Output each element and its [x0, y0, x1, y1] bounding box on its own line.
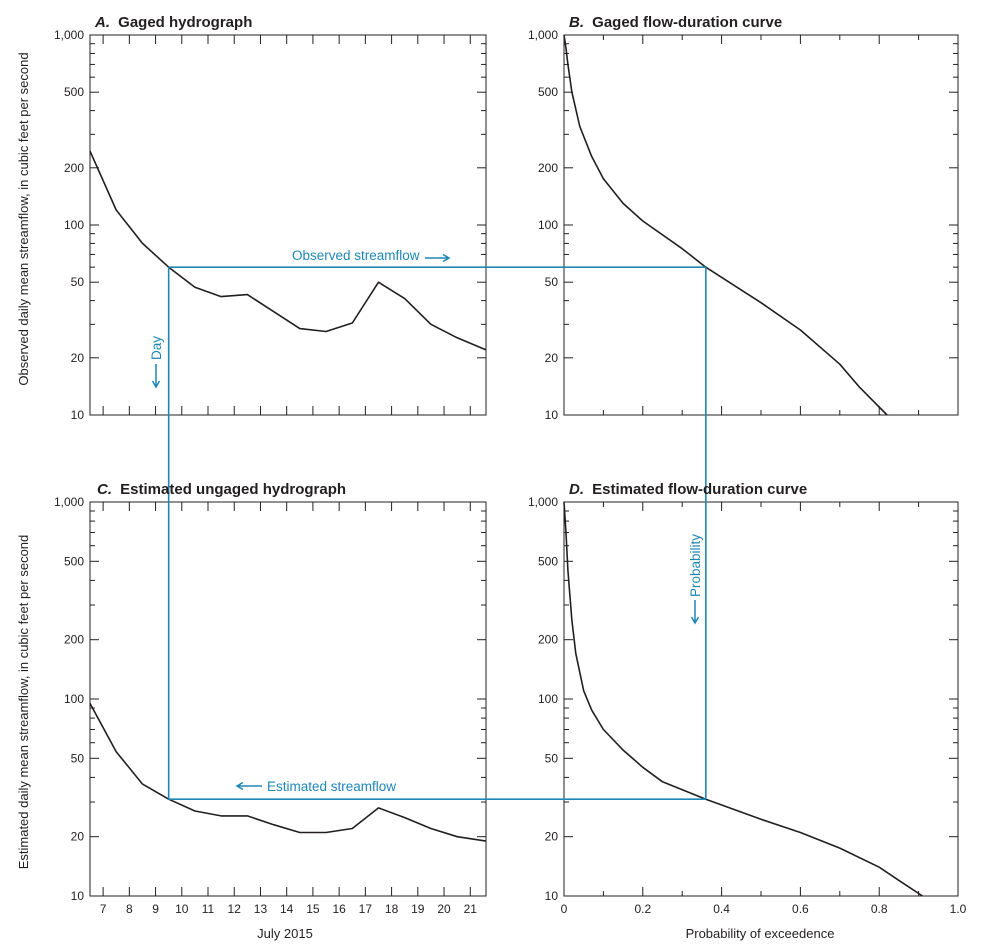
day-label: Day	[149, 336, 164, 360]
guide-lines	[167, 266, 707, 801]
panel-c-xtick-label: 11	[202, 902, 215, 916]
panel-b-ytick-label: 100	[538, 218, 558, 232]
tick-labels: 1020501002005001,0001020501002005001,000…	[54, 28, 967, 916]
panel-c-name: Estimated ungaged hydrograph	[120, 481, 346, 498]
panel-a-ytick-label: 200	[64, 161, 84, 175]
panel-a-ytick-label: 500	[64, 85, 84, 99]
panel-a-ytick-label: 10	[71, 408, 85, 422]
panel-a-ytick-label: 1,000	[54, 28, 84, 42]
panel-c-ytick-label: 20	[71, 830, 85, 844]
panel-d-series-line	[563, 501, 923, 897]
panel-d-xtick-label: 0	[561, 902, 568, 916]
panel-b-title: B. Gaged flow-duration curve	[569, 14, 782, 31]
panel-a-ytick-label: 100	[64, 218, 84, 232]
panel-c-xtick-label: 15	[306, 902, 320, 916]
panel-d-xtick-label: 0.8	[871, 902, 888, 916]
probability-arrow-icon	[690, 600, 700, 625]
panel-c-ytick-label: 100	[64, 692, 84, 706]
panel-d-xtick-label: 0.4	[713, 902, 730, 916]
panel-b-ytick-label: 1,000	[528, 28, 558, 42]
panel-c-xtick-label: 8	[126, 902, 133, 916]
x-axis-title-probability: Probability of exceedence	[686, 926, 835, 941]
panel-c-letter: C.	[97, 481, 112, 498]
panel-b-ytick-label: 10	[545, 408, 559, 422]
y-axis-title-top: Observed daily mean streamflow, in cubic…	[16, 52, 31, 385]
panel-c-xtick-label: 17	[359, 902, 373, 916]
panel-d-letter: D.	[569, 481, 584, 498]
panel-d-ytick-label: 500	[538, 554, 558, 568]
panel-c-xtick-label: 12	[228, 902, 242, 916]
axis-ticks	[90, 34, 959, 897]
panel-c-series-line	[89, 703, 487, 842]
panel-b-name: Gaged flow-duration curve	[592, 14, 782, 31]
panel-b-ytick-label: 50	[545, 275, 559, 289]
panel-b-ytick-label: 500	[538, 85, 558, 99]
panel-b-ytick-label: 20	[545, 351, 559, 365]
panel-c-frame	[89, 501, 487, 897]
observed-streamflow-label: Observed streamflow	[292, 248, 420, 263]
panel-c-xtick-label: 18	[385, 902, 399, 916]
panel-a-ytick-label: 50	[71, 275, 85, 289]
panel-c-ytick-label: 1,000	[54, 495, 84, 509]
panel-b-ytick-label: 200	[538, 161, 558, 175]
panel-d-title: D. Estimated flow-duration curve	[569, 481, 807, 498]
x-axis-title-days: July 2015	[257, 926, 313, 941]
panel-d-frame	[563, 501, 959, 897]
panel-c-xtick-label: 21	[464, 902, 478, 916]
panel-c-xtick-label: 20	[437, 902, 451, 916]
estimated-streamflow-label: Estimated streamflow	[267, 779, 396, 794]
panel-c-xtick-label: 7	[100, 902, 107, 916]
panel-c-ytick-label: 200	[64, 633, 84, 647]
panel-d-ytick-label: 10	[545, 889, 559, 903]
panel-d-ytick-label: 20	[545, 830, 559, 844]
panel-c-title: C. Estimated ungaged hydrograph	[97, 481, 346, 498]
observed-streamflow-arrow-icon	[425, 253, 451, 263]
panel-b-series-line	[563, 34, 888, 416]
panel-d-ytick-label: 100	[538, 692, 558, 706]
day-arrow-icon	[151, 364, 161, 389]
probability-label: Probability	[688, 534, 703, 597]
panel-a-series-line	[89, 150, 487, 351]
panel-c-xtick-label: 10	[175, 902, 189, 916]
estimated-streamflow-arrow-icon	[235, 781, 262, 791]
panel-c-ytick-label: 500	[64, 554, 84, 568]
panel-frames	[89, 34, 959, 897]
panel-d-ytick-label: 200	[538, 633, 558, 647]
y-axis-title-bottom: Estimated daily mean streamflow, in cubi…	[16, 535, 31, 870]
panel-b-letter: B.	[569, 14, 584, 31]
series-lines	[89, 34, 923, 897]
panel-d-xtick-label: 0.6	[792, 902, 809, 916]
panel-c-ytick-label: 10	[71, 889, 85, 903]
panel-a-ytick-label: 20	[71, 351, 85, 365]
panel-d-ytick-label: 1,000	[528, 495, 558, 509]
panel-d-xtick-label: 0.2	[634, 902, 651, 916]
panel-c-xtick-label: 9	[152, 902, 159, 916]
panel-d-xtick-label: 1.0	[950, 902, 967, 916]
panel-c-xtick-label: 14	[280, 902, 294, 916]
panel-c-xtick-label: 19	[411, 902, 425, 916]
panel-c-ytick-label: 50	[71, 751, 85, 765]
panel-c-xtick-label: 13	[254, 902, 268, 916]
panel-a-title: A. Gaged hydrograph	[94, 14, 252, 31]
panel-a-letter: A.	[94, 14, 110, 31]
panel-d-ytick-label: 50	[545, 751, 559, 765]
panel-b-frame	[563, 34, 959, 416]
panel-a-name: Gaged hydrograph	[118, 14, 252, 31]
panel-d-name: Estimated flow-duration curve	[592, 481, 807, 498]
panel-c-xtick-label: 16	[332, 902, 346, 916]
